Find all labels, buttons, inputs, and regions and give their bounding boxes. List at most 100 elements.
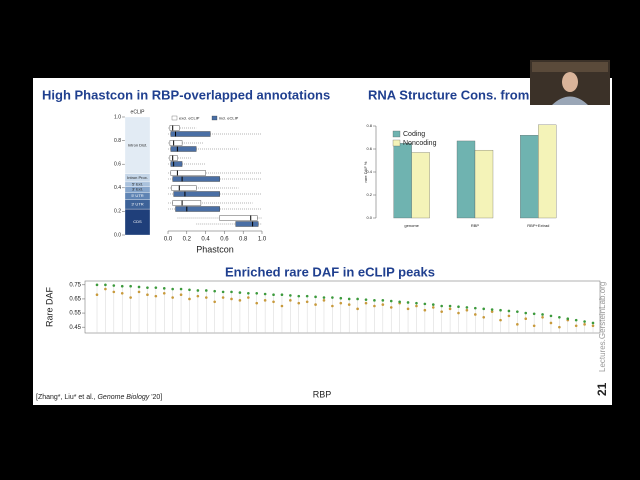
dot: [356, 297, 359, 301]
dot: [314, 303, 317, 306]
y-tick-label: 0.2: [366, 192, 372, 197]
dot: [213, 300, 216, 304]
dot: [339, 301, 343, 305]
dot: [574, 324, 578, 328]
dot: [583, 323, 586, 326]
box: [173, 191, 220, 197]
dot: [423, 302, 427, 306]
webcam: [530, 60, 610, 105]
slide: [33, 78, 612, 405]
box: [171, 185, 197, 191]
dot: [204, 296, 208, 299]
dot: [137, 290, 141, 294]
dot: [364, 301, 368, 305]
y-tick-label: 0.55: [69, 311, 81, 317]
dot: [415, 304, 418, 308]
plot-frame: [84, 280, 601, 334]
dot: [280, 304, 284, 308]
dot: [591, 324, 595, 328]
dot: [171, 287, 174, 291]
legend-swatch: [392, 130, 401, 138]
dot: [516, 323, 519, 326]
dot: [188, 297, 191, 301]
legend-swatch: [171, 115, 178, 121]
dot: [247, 291, 250, 295]
y-tick-label: 0.8: [366, 123, 372, 128]
legend-label: Noncoding: [403, 140, 437, 147]
dot: [524, 311, 528, 315]
dot: [162, 291, 166, 295]
dot: [423, 308, 427, 312]
box: [172, 200, 202, 206]
dot: [431, 303, 435, 306]
dot: [566, 317, 570, 321]
dot: [196, 294, 200, 298]
dot: [474, 313, 477, 316]
bar: [411, 152, 430, 219]
dot: [398, 300, 401, 304]
legend-swatch: [211, 115, 218, 121]
x-tick-label: RBP+Extrad: [527, 223, 549, 228]
dot: [373, 304, 376, 308]
dot: [457, 305, 460, 309]
chart-title: eCLIP: [131, 109, 146, 115]
dot: [364, 298, 368, 301]
segment-label: CDS: [133, 219, 142, 224]
dot: [490, 308, 494, 311]
dot: [179, 287, 183, 291]
watermark: Lectures.GersteinLab.org: [598, 282, 607, 372]
dot: [339, 296, 343, 300]
dot: [112, 290, 116, 294]
dot: [558, 325, 561, 329]
y-axis-label: Rare DAF: [44, 286, 54, 327]
dot: [146, 293, 149, 297]
box: [175, 206, 220, 212]
dot: [322, 299, 326, 302]
dot: [507, 314, 511, 318]
y-tick-label: 0.2: [114, 209, 121, 215]
dot: [238, 299, 242, 302]
dot: [289, 294, 292, 297]
x-tick-label: 0.8: [239, 237, 248, 243]
dot: [255, 291, 259, 295]
citation: [Zhang*, Liu* et al., Genome Biology '20…: [36, 394, 162, 401]
bar: [474, 149, 494, 219]
citation-authors: [Zhang*, Liu* et al.,: [36, 394, 97, 401]
dot: [457, 311, 460, 315]
y-tick-label: 0.0: [366, 215, 372, 220]
bar: [538, 124, 557, 219]
box: [169, 155, 178, 161]
dot: [406, 307, 410, 311]
box: [170, 170, 206, 176]
dot: [406, 301, 410, 304]
bar: [393, 143, 412, 219]
dot: [221, 296, 225, 299]
y-tick-label: 0.6: [114, 162, 121, 168]
dot: [415, 301, 418, 305]
dot: [272, 300, 275, 304]
segment-label: Intron Dist.: [128, 142, 147, 147]
legend-swatch: [392, 139, 401, 147]
segment-label: Intron Prox.: [127, 175, 148, 180]
dot: [431, 306, 435, 309]
y-tick-label: 1.0: [114, 114, 121, 120]
dot: [465, 306, 469, 309]
segment-label: 3' Ext.: [132, 187, 143, 192]
y-tick-label: 0.4: [114, 185, 121, 191]
chart-title: Enriched rare DAF in eCLIP peaks: [225, 264, 435, 279]
y-tick-label: 0.6: [366, 146, 372, 151]
dot: [221, 290, 225, 294]
dot: [238, 291, 242, 294]
dot: [171, 296, 174, 299]
dot: [297, 301, 301, 305]
dot: [120, 284, 124, 288]
segment-label: 3' UTR: [131, 201, 143, 206]
dot: [230, 297, 233, 301]
citation-year: '20]: [149, 394, 162, 401]
y-tick-label: 0.75: [69, 282, 81, 288]
x-axis-label: RBP: [313, 389, 332, 399]
dot: [112, 284, 116, 287]
dot: [507, 309, 511, 313]
segment-label: 5' UTR: [131, 193, 143, 198]
dot: [162, 287, 166, 290]
